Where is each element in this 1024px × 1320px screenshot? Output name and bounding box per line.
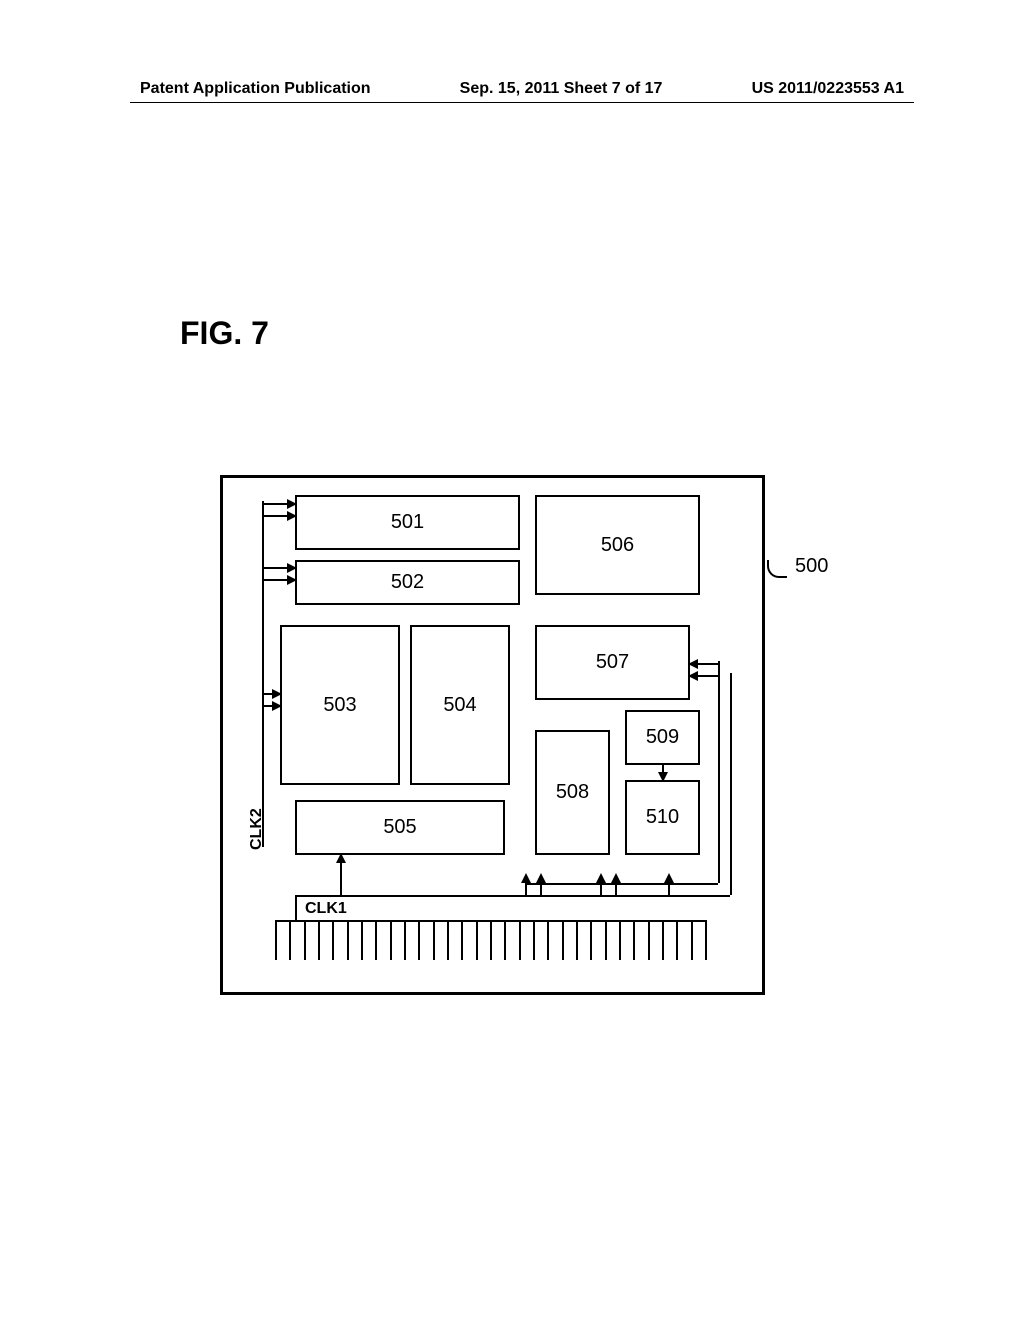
clk1-branch-1: [525, 875, 527, 895]
clk2-bus: [262, 501, 264, 847]
clk2-branch-5: [262, 705, 280, 707]
right-bus-seg-1: [730, 673, 732, 895]
right-bus-arrow-0: [690, 663, 718, 665]
block-510: 510: [625, 780, 700, 855]
block-504: 504: [410, 625, 510, 785]
block-508: 508: [535, 730, 610, 855]
clk1-branch-2: [540, 875, 542, 895]
block-509: 509: [625, 710, 700, 765]
right-bus-seg-3: [540, 895, 730, 897]
clk1-branch-3: [600, 875, 602, 895]
clk2-branch-2: [262, 567, 295, 569]
block-502: 502: [295, 560, 520, 605]
block-501: 501: [295, 495, 520, 550]
right-bus-arrow-1: [690, 675, 718, 677]
clk2-branch-4: [262, 693, 280, 695]
clk2-branch-0: [262, 503, 295, 505]
header-right: US 2011/0223553 A1: [752, 80, 904, 98]
clk1-branch-4: [615, 875, 617, 895]
figure-label: FIG. 7: [180, 315, 269, 352]
block-507: 507: [535, 625, 690, 700]
clk2-label: CLK2: [248, 808, 266, 850]
clk1-branch-5: [668, 875, 670, 895]
block-503: 503: [280, 625, 400, 785]
line-509-510: [662, 765, 664, 780]
diagram: 501 502 503504 505 506 507 508 509 510 CLK2 CLK1…: [220, 475, 765, 995]
header-center: Sep. 15, 2011 Sheet 7 of 17: [460, 80, 663, 98]
right-bus-seg-0: [718, 661, 720, 883]
block-506: 506: [535, 495, 700, 595]
ref-500-label: 500: [795, 555, 828, 578]
clk1-branch-0: [340, 855, 342, 895]
right-bus-seg-2: [525, 883, 718, 885]
connector-comb: [275, 920, 705, 960]
clk2-branch-3: [262, 579, 295, 581]
clk1-label: CLK1: [305, 900, 347, 918]
header-rule: [130, 102, 914, 103]
header-left: Patent Application Publication: [140, 80, 371, 98]
ref-500-leader: [767, 560, 787, 578]
clk2-branch-1: [262, 515, 295, 517]
block-505: 505: [295, 800, 505, 855]
